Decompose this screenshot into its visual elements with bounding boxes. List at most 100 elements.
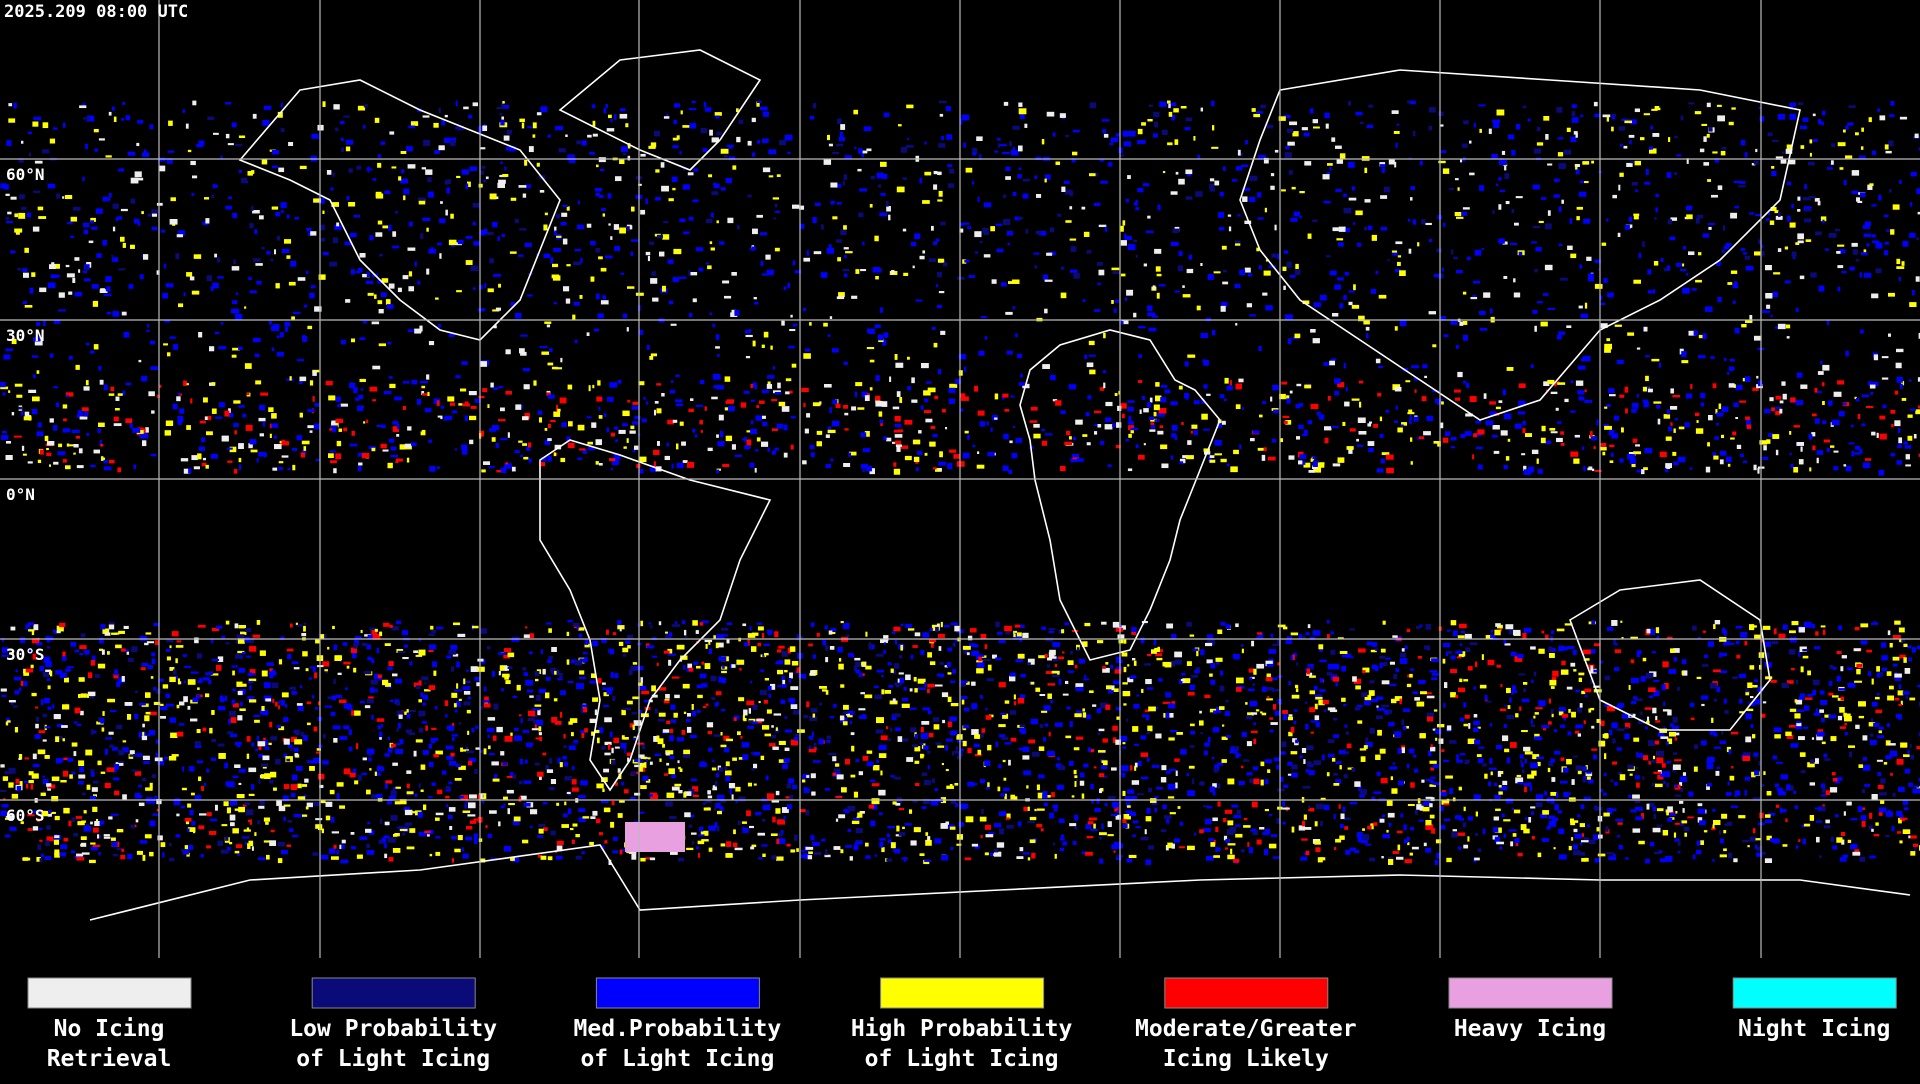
icing-pixel [1165,692,1172,698]
icing-pixel [1098,224,1107,228]
icing-pixel [1515,840,1519,847]
icing-pixel [1073,272,1080,279]
icing-pixel [1203,448,1210,452]
icing-pixel [712,785,717,789]
icing-pixel [1186,773,1190,776]
icing-pixel [1566,686,1573,690]
icing-pixel [246,392,250,396]
icing-pixel [655,169,660,173]
icing-pixel [974,385,979,392]
icing-pixel [1289,121,1298,126]
icing-pixel [1612,113,1617,117]
icing-pixel [85,266,88,272]
icing-pixel [96,721,104,725]
icing-pixel [995,223,1003,226]
icing-pixel [345,146,351,152]
icing-pixel [992,654,997,659]
icing-pixel [47,685,51,690]
icing-pixel [1394,161,1397,168]
icing-pixel [882,174,888,179]
icing-pixel [148,391,155,397]
icing-pixel [776,856,784,861]
icing-pixel [252,210,260,214]
icing-pixel [139,635,148,641]
icing-pixel [936,623,940,630]
icing-pixel [1721,250,1725,253]
icing-pixel [1514,222,1519,226]
icing-pixel [640,153,646,157]
icing-pixel [862,713,866,717]
icing-pixel [465,746,469,750]
icing-pixel [1259,265,1262,270]
icing-pixel [1099,858,1104,864]
icing-pixel [1584,389,1587,393]
icing-pixel [1175,782,1178,789]
icing-pixel [1416,701,1425,707]
icing-pixel [1587,273,1594,279]
icing-pixel [1038,746,1045,751]
icing-pixel [914,746,921,752]
icing-pixel [117,168,125,172]
icing-pixel [1810,272,1817,278]
icing-pixel [125,115,131,121]
icing-pixel [271,150,279,155]
icing-pixel [1716,422,1719,426]
icing-pixel [445,415,453,421]
icing-pixel [468,391,477,396]
icing-pixel [1802,197,1811,201]
icing-pixel [1547,210,1551,216]
icing-pixel [485,825,488,829]
icing-pixel [608,223,611,226]
icing-pixel [1094,410,1102,414]
icing-pixel [1441,401,1444,405]
icing-pixel [870,175,875,180]
icing-pixel [939,451,943,458]
icing-pixel [1690,717,1695,721]
icing-pixel [1843,713,1851,717]
icing-pixel [707,447,713,452]
icing-pixel [1708,226,1712,230]
icing-pixel [560,690,566,696]
icing-pixel [290,748,293,751]
icing-pixel [46,441,55,446]
icing-pixel [467,181,471,188]
icing-pixel [53,461,59,465]
icing-pixel [18,212,26,219]
icing-pixel [1044,723,1049,727]
icing-pixel [448,239,457,246]
icing-pixel [1412,219,1417,225]
icing-pixel [1816,836,1820,843]
icing-pixel [238,782,242,785]
icing-pixel [1125,438,1130,442]
icing-pixel [1247,273,1253,277]
icing-pixel [1170,241,1179,247]
icing-pixel [945,427,948,430]
icing-pixel [1686,158,1689,164]
icing-pixel [625,123,629,128]
icing-pixel [1856,197,1860,202]
icing-pixel [1408,248,1412,254]
icing-pixel [1456,270,1463,274]
icing-pixel [1789,222,1796,228]
icing-pixel [322,251,329,256]
icing-pixel [1833,466,1839,471]
icing-pixel [1735,417,1739,420]
icing-pixel [395,458,403,462]
icing-pixel [845,251,853,254]
icing-pixel [1820,121,1824,126]
icing-pixel [740,402,747,408]
icing-pixel [1716,412,1724,417]
icing-pixel [1766,835,1772,841]
icing-pixel [1606,116,1610,122]
icing-pixel [1031,751,1040,757]
icing-pixel [42,149,50,154]
icing-pixel [1657,107,1661,111]
icing-pixel [110,837,116,841]
icing-pixel [1826,447,1830,452]
icing-pixel [465,183,469,190]
icing-pixel [947,164,953,168]
icing-pixel [423,140,431,146]
icing-pixel [1802,655,1809,659]
icing-pixel [1725,456,1732,463]
icing-pixel [329,261,338,267]
